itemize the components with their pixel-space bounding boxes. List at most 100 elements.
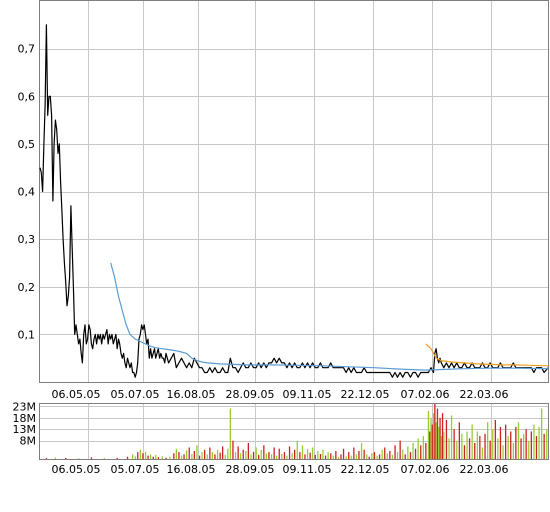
volume-bar [319, 454, 322, 459]
volume-bar [273, 447, 275, 459]
volume-bar [330, 453, 332, 459]
volume-bar [186, 450, 188, 459]
volume-bar [227, 448, 229, 459]
price-ytick-label: 0,7 [18, 43, 36, 56]
volume-bar [152, 456, 154, 459]
volume-bar [523, 433, 525, 459]
volume-bar [196, 445, 198, 460]
volume-bar [404, 454, 406, 459]
volume-bar [466, 431, 468, 459]
volume-bar [247, 443, 249, 459]
volume-bar [155, 454, 157, 459]
volume-bar [434, 404, 436, 459]
volume-bar [546, 429, 548, 459]
volume-bar [366, 454, 368, 459]
volume-bar [209, 447, 211, 459]
volume-bar [193, 451, 195, 459]
volume-bar [188, 447, 190, 459]
volume-bar [535, 436, 538, 459]
volume-bar [144, 451, 147, 459]
volume-bar [301, 445, 304, 460]
volume-bar [214, 454, 216, 459]
volume-bar [533, 424, 535, 459]
volume-bar [260, 449, 262, 459]
volume-bar [306, 448, 309, 459]
volume-bar [337, 456, 340, 459]
price-xtick-label: 28.09.05 [226, 388, 275, 401]
volume-bar [505, 424, 507, 459]
volume-xtick-label: 07.02.06 [401, 463, 450, 476]
volume-bar [258, 454, 260, 459]
volume-bar [468, 438, 471, 459]
volume-bar [173, 453, 175, 459]
volume-bar [232, 440, 234, 459]
volume-bar [471, 424, 473, 459]
price-y-axis: 0,7 0,6 0,5 0,4 0,3 0,2 0,1 [18, 43, 36, 342]
price-xtick-label: 07.02.06 [401, 388, 450, 401]
volume-bar [474, 443, 476, 459]
volume-bar [520, 438, 522, 459]
volume-bar [487, 422, 489, 459]
volume-bar [530, 431, 532, 459]
volume-xtick-label: 22.03.06 [460, 463, 509, 476]
volume-bar [394, 445, 396, 460]
volume-bar [268, 452, 270, 459]
volume-bar [414, 448, 417, 459]
volume-bar [453, 429, 455, 459]
volume-bar [103, 458, 105, 459]
volume-bar [345, 456, 347, 460]
price-ytick-label: 0,1 [18, 328, 36, 341]
volume-bar [286, 455, 288, 459]
volume-bar [142, 453, 144, 459]
volume-bar [448, 438, 450, 459]
price-xtick-label: 22.03.06 [460, 388, 509, 401]
volume-bar [183, 454, 185, 459]
volume-bar [342, 448, 345, 459]
volume-bar [126, 456, 129, 459]
volume-bar [445, 420, 448, 459]
volume-bar [219, 452, 221, 459]
volume-bar [206, 454, 208, 459]
volume-bar [335, 451, 337, 459]
volume-bar [525, 429, 527, 459]
volume-bar [456, 440, 458, 459]
volume-bar [276, 455, 278, 459]
volume-bar [294, 449, 296, 459]
volume-bar [45, 458, 48, 459]
volume-bar [222, 446, 224, 459]
volume-bar [322, 449, 324, 459]
volume-bar [541, 408, 543, 459]
volume-ytick-label: 8M [20, 435, 37, 448]
volume-bar [169, 456, 171, 459]
volume-bar [515, 426, 517, 459]
volume-bar [116, 457, 118, 459]
volume-bar [463, 445, 466, 460]
volume-bar [439, 417, 441, 460]
volume-bar [479, 436, 481, 459]
volume-bar [324, 455, 327, 459]
volume-bar [178, 452, 180, 459]
price-xtick-label: 05.07.05 [111, 388, 160, 401]
volume-bar [461, 433, 463, 459]
volume-bar [510, 431, 512, 459]
volume-bar [229, 408, 231, 459]
volume-bar [492, 429, 494, 459]
volume-bar [175, 448, 177, 459]
volume-bar [250, 454, 252, 459]
volume-plot-frame [39, 403, 549, 460]
volume-bar [242, 449, 244, 459]
volume-bar [481, 447, 484, 459]
volume-bar [391, 454, 394, 459]
volume-bar [201, 452, 203, 459]
volume-bar [309, 452, 311, 459]
volume-bar [494, 420, 496, 459]
volume-bars [45, 404, 548, 460]
volume-bar [438, 426, 440, 459]
volume-bar [265, 453, 267, 459]
volume-bar [528, 440, 530, 459]
volume-bar [234, 452, 237, 459]
price-ytick-label: 0,4 [18, 186, 36, 199]
